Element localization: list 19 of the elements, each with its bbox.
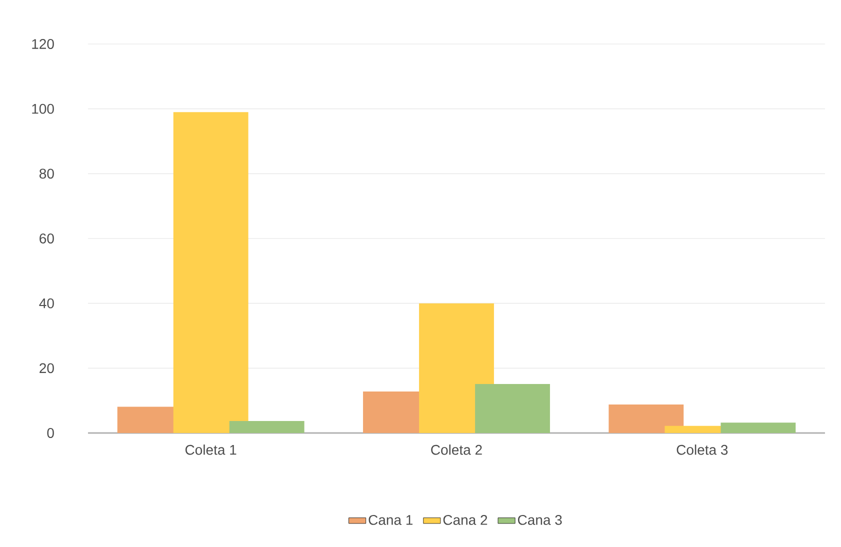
y-tick-label: 20	[40, 363, 54, 374]
y-tick-label: 60	[40, 234, 54, 244]
bar	[475, 384, 550, 433]
x-tick-label: Coleta 2	[431, 444, 482, 455]
legend-label: Cana 2	[443, 514, 488, 525]
y-tick-label: 40	[39, 298, 54, 308]
bar	[608, 404, 684, 433]
legend-label: Cana 3	[518, 514, 562, 525]
y-tick-label: 120	[32, 39, 54, 49]
y-tick-label: 0	[47, 428, 54, 438]
bar	[720, 422, 796, 433]
x-tick-label: Coleta 3	[676, 444, 728, 455]
bar	[419, 303, 494, 433]
y-tick-label: 100	[32, 104, 54, 114]
x-tick-label: Coleta 1	[185, 444, 236, 455]
bar	[173, 112, 248, 433]
bar	[229, 421, 304, 433]
legend-label: Cana 1	[368, 514, 412, 525]
y-tick-label: 80	[40, 168, 54, 179]
